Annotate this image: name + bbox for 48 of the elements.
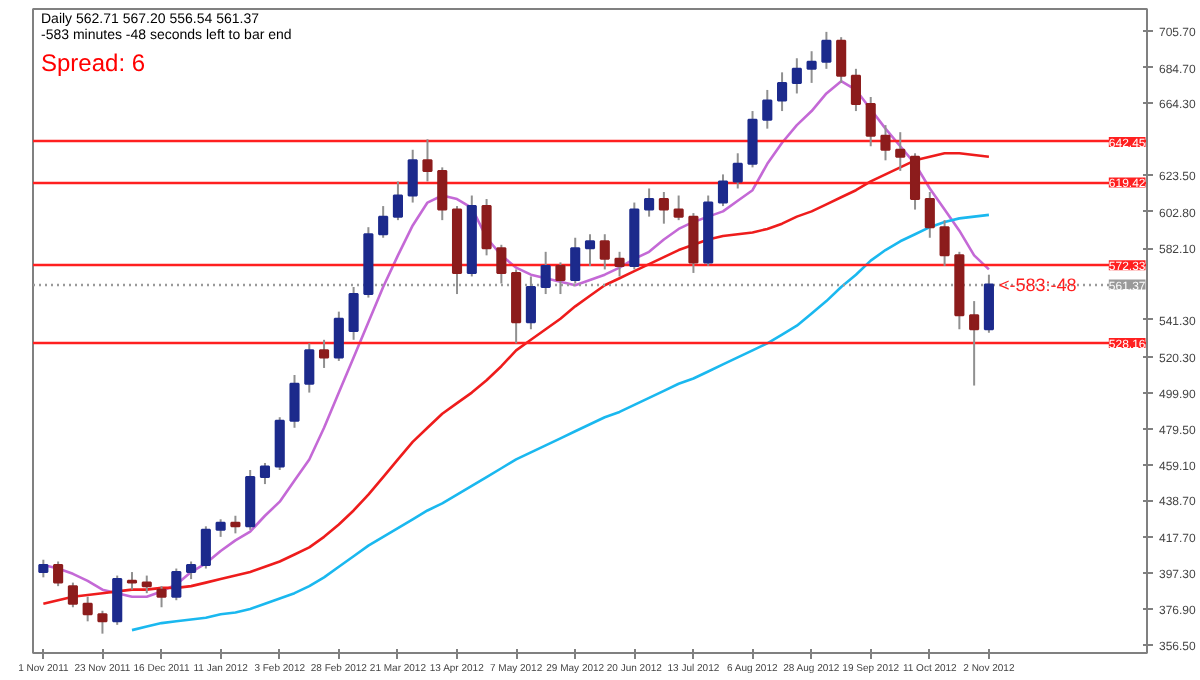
candlestick bbox=[97, 609, 108, 635]
candlestick bbox=[171, 567, 182, 602]
line-series bbox=[42, 151, 991, 606]
candlestick bbox=[762, 88, 773, 130]
candlestick bbox=[274, 416, 285, 472]
candlestick bbox=[658, 190, 669, 225]
candlestick bbox=[821, 30, 832, 70]
candlestick bbox=[53, 560, 64, 588]
annotation: Spread: 6 bbox=[41, 49, 146, 77]
candlestick bbox=[392, 180, 403, 222]
candlestick bbox=[673, 194, 684, 222]
candlestick bbox=[614, 250, 625, 278]
candlestick bbox=[939, 219, 950, 267]
candlestick bbox=[289, 373, 300, 429]
candlestick bbox=[348, 286, 359, 341]
candlestick bbox=[333, 310, 344, 362]
candlestick bbox=[836, 36, 847, 84]
candlestick bbox=[644, 187, 655, 218]
candlestick bbox=[156, 585, 167, 609]
candlestick bbox=[969, 300, 980, 387]
candlestick bbox=[747, 110, 758, 169]
candlestick bbox=[924, 190, 935, 239]
candlestick bbox=[378, 205, 389, 239]
candlestick bbox=[259, 461, 271, 486]
candlestick bbox=[67, 581, 78, 609]
candlestick bbox=[319, 338, 330, 369]
candlestick bbox=[200, 525, 211, 570]
candlestick bbox=[850, 67, 861, 113]
candlestick bbox=[717, 173, 729, 208]
candlestick bbox=[407, 148, 418, 204]
candlestick bbox=[481, 198, 492, 257]
candlestick bbox=[422, 138, 433, 183]
candlestick bbox=[880, 124, 891, 162]
candlestick bbox=[865, 95, 876, 148]
annotation: <-583:-48 bbox=[998, 274, 1077, 295]
candlestick bbox=[791, 57, 802, 95]
candlestick bbox=[806, 50, 817, 84]
candlestick bbox=[909, 152, 921, 211]
candlestick bbox=[895, 131, 906, 172]
candlestick bbox=[82, 595, 93, 623]
candlestick bbox=[304, 342, 315, 394]
candlestick bbox=[599, 233, 610, 271]
candlestick bbox=[437, 166, 448, 222]
candlestick bbox=[112, 574, 123, 626]
candlestick bbox=[688, 212, 699, 274]
candlestick bbox=[584, 233, 596, 267]
candlestick bbox=[777, 71, 788, 113]
candlestick bbox=[732, 152, 743, 190]
